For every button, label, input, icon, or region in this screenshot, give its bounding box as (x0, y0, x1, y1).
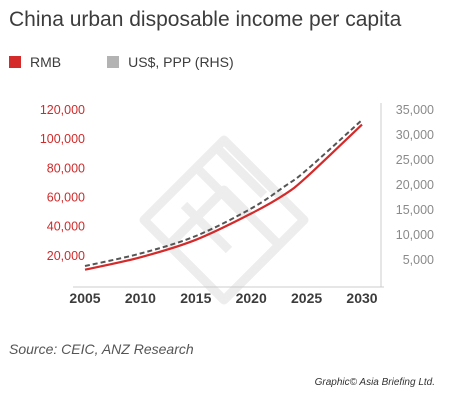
y-left-tick-label: 120,000 (40, 103, 85, 117)
watermark-strokes (180, 141, 268, 254)
chart-title: China urban disposable income per capita (9, 8, 402, 31)
y-left-tick-label: 20,000 (47, 249, 85, 263)
x-tick-label: 2010 (125, 290, 156, 306)
y-right-tick-label: 20,000 (396, 178, 434, 192)
watermark-logo (139, 135, 309, 305)
y-right-tick-label: 10,000 (396, 228, 434, 242)
watermark-group (139, 135, 309, 305)
y-right-tick-label: 5,000 (403, 253, 434, 267)
legend-label-usd: US$, PPP (RHS) (128, 54, 234, 70)
source-note: Source: CEIC, ANZ Research (9, 341, 194, 357)
watermark-base (165, 241, 283, 305)
x-tick-label: 2015 (180, 290, 211, 306)
series-lines (84, 119, 363, 271)
y-left-tick-label: 40,000 (47, 220, 85, 234)
y-left-tick-label: 100,000 (40, 132, 85, 146)
x-tick-label: 2020 (236, 290, 267, 306)
legend-label-rmb: RMB (30, 54, 62, 70)
x-tick-label: 2030 (346, 290, 377, 306)
y-right-tick-label: 15,000 (396, 203, 434, 217)
series-line-rmb (84, 123, 363, 271)
y-right-tick-label: 30,000 (396, 128, 434, 142)
legend: RMB US$, PPP (RHS) (9, 52, 280, 72)
x-tick-label: 2025 (291, 290, 322, 306)
series-line-usd (84, 119, 363, 267)
y-left-tick-label: 80,000 (47, 161, 85, 175)
y-right-tick-label: 35,000 (396, 103, 434, 117)
x-tick-label: 2005 (69, 290, 100, 306)
y-axis-right-ticks: 5,000 10,000 15,000 20,000 25,000 30,000 35,00… (396, 103, 434, 267)
graphic-credit: Graphic© Asia Briefing Ltd. (314, 377, 435, 388)
x-axis-ticks: 2005 2010 2015 2020 2025 2030 (69, 290, 377, 306)
y-left-tick-label: 60,000 (47, 191, 85, 205)
y-axis-left-ticks: 20,000 40,000 60,000 80,000 100,000 120,000 (40, 103, 85, 263)
legend-swatch-usd (107, 56, 120, 68)
legend-swatch-rmb (9, 56, 21, 68)
y-right-tick-label: 25,000 (396, 153, 434, 167)
legend-item-rmb: RMB (9, 54, 61, 70)
legend-item-usd: US$, PPP (RHS) (107, 54, 234, 70)
chart-axes (73, 103, 384, 288)
